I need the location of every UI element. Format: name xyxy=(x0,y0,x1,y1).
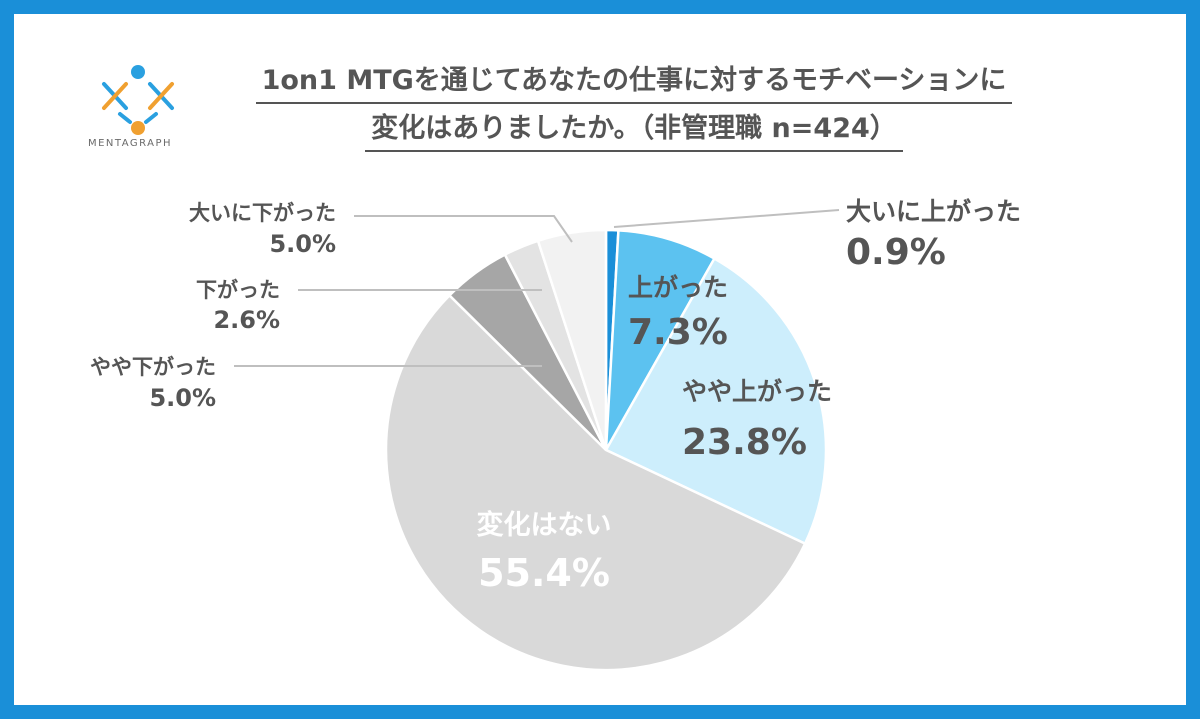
pie-slice-3 xyxy=(384,293,807,672)
slice-label-1: 上がった xyxy=(628,273,728,302)
slice-value-2: 23.8% xyxy=(682,422,807,463)
slice-value-1: 7.3% xyxy=(628,312,728,353)
slice-label-6: 大いに下がった xyxy=(189,201,336,225)
slice-value-5: 2.6% xyxy=(213,306,280,334)
slice-label-0: 大いに上がった xyxy=(846,197,1021,226)
slice-value-4: 5.0% xyxy=(149,384,216,412)
pie-slice-1 xyxy=(604,229,717,451)
chart-title-line-1: 1on1 MTGを通じてあなたの仕事に対するモチベーションに xyxy=(255,60,1013,104)
slice-label-2: やや上がった xyxy=(682,377,832,406)
pie-slice-2 xyxy=(604,256,828,546)
brand-logo: MENTAGRAPH xyxy=(80,52,180,162)
mentagraph-logo-icon xyxy=(102,65,174,135)
chart-title: 1on1 MTGを通じてあなたの仕事に対するモチベーションに 変化はありましたか… xyxy=(164,60,1104,156)
slice-label-4: やや下がった xyxy=(90,355,216,379)
leader-line-0 xyxy=(613,209,840,228)
slice-value-6: 5.0% xyxy=(269,230,336,258)
leader-line-6 xyxy=(354,215,573,243)
chart-card: MENTAGRAPH 1on1 MTGを通じてあなたの仕事に対するモチベーション… xyxy=(14,14,1186,705)
pie-slice-6 xyxy=(536,228,608,451)
slice-label-3: 変化はない xyxy=(477,509,612,541)
brand-name: MENTAGRAPH xyxy=(87,138,173,149)
slice-value-0: 0.9% xyxy=(846,232,946,273)
pie-chart: 大いに上がった 0.9% 上がった 7.3% やや上がった 23.8% 変化はない 55.4%… xyxy=(90,197,1021,672)
slice-value-3: 55.4% xyxy=(478,551,610,595)
chart-title-line-2: 変化はありましたか。（非管理職 n=424） xyxy=(365,108,903,152)
slice-label-5: 下がった xyxy=(196,278,280,302)
